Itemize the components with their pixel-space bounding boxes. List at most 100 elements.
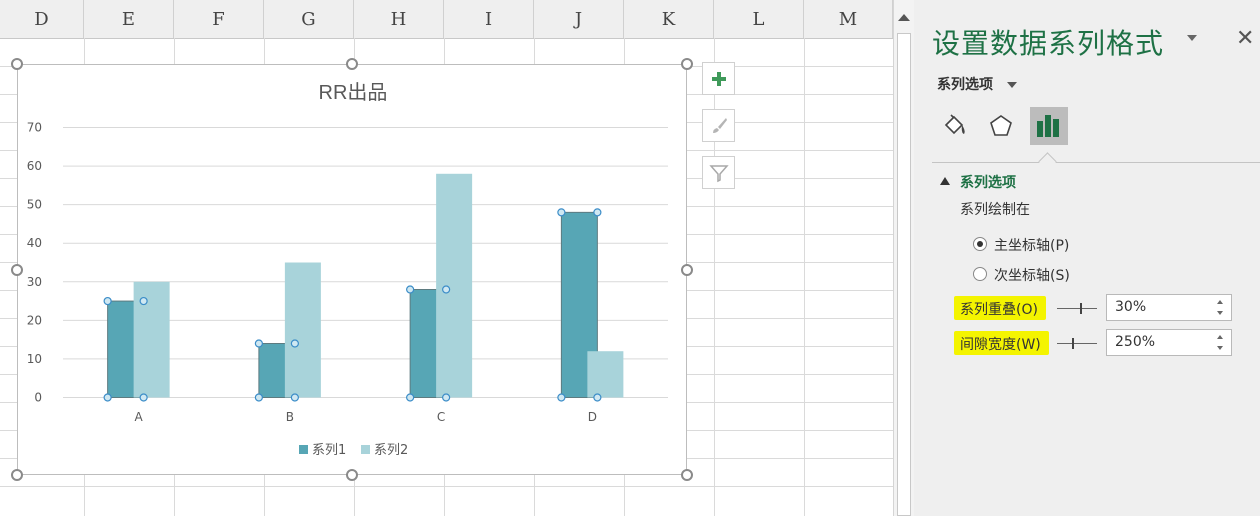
- chevron-down-icon[interactable]: [1007, 82, 1017, 88]
- spin-up-icon[interactable]: [1217, 335, 1223, 339]
- column-header-d[interactable]: D: [0, 0, 84, 38]
- chart-elements-button[interactable]: [702, 62, 735, 95]
- series-overlap-spinner[interactable]: 30%: [1106, 294, 1232, 321]
- primary-axis-label[interactable]: 主坐标轴(P): [994, 238, 1070, 254]
- y-tick-label: 60: [27, 159, 42, 173]
- gap-width-highlight: [954, 331, 1049, 355]
- tab-effects[interactable]: [982, 107, 1020, 145]
- series-overlap-slider[interactable]: [1057, 308, 1097, 309]
- y-tick-label: 40: [27, 236, 42, 250]
- resize-handle-top-left[interactable]: [11, 58, 23, 70]
- selection-point[interactable]: [442, 285, 451, 294]
- scroll-up-arrow-icon[interactable]: [898, 14, 910, 21]
- bar-2[interactable]: [284, 262, 321, 398]
- secondary-axis-radio[interactable]: [973, 267, 987, 281]
- column-header-m[interactable]: M: [804, 0, 893, 38]
- legend-entry[interactable]: 系列1: [312, 443, 346, 458]
- column-header-l[interactable]: L: [714, 0, 804, 38]
- y-tick-label: 50: [27, 198, 42, 212]
- active-tab-notch: [1038, 152, 1057, 171]
- legend-swatch: [361, 445, 370, 454]
- tab-fill-line[interactable]: [935, 107, 973, 145]
- bar-2[interactable]: [133, 281, 170, 398]
- filter-icon: [708, 164, 729, 182]
- primary-axis-radio[interactable]: [973, 237, 987, 251]
- effects-pentagon-icon: [990, 115, 1012, 136]
- gap-width-value[interactable]: 250%: [1115, 334, 1156, 350]
- resize-handle-left[interactable]: [11, 264, 23, 276]
- column-header-i[interactable]: I: [444, 0, 534, 38]
- resize-handle-bottom-left[interactable]: [11, 469, 23, 481]
- resize-handle-top[interactable]: [346, 58, 358, 70]
- chart-title[interactable]: RR出品: [319, 81, 388, 104]
- selection-point[interactable]: [593, 208, 602, 217]
- selection-point[interactable]: [442, 393, 451, 402]
- column-header-e[interactable]: E: [84, 0, 174, 38]
- selection-point[interactable]: [593, 393, 602, 402]
- vertical-scrollbar[interactable]: [893, 0, 914, 516]
- column-header-g[interactable]: G: [264, 0, 354, 38]
- selection-point[interactable]: [254, 339, 263, 348]
- x-tick-label: C: [437, 410, 445, 424]
- spin-down-icon[interactable]: [1217, 346, 1223, 350]
- spin-down-icon[interactable]: [1217, 311, 1223, 315]
- selection-point[interactable]: [290, 393, 299, 402]
- selection-point[interactable]: [254, 393, 263, 402]
- chart-styles-button[interactable]: [702, 109, 735, 142]
- chart-area[interactable]: RR出品 0 10 20 30 40 50 60 70 A B C D 系列1 系列2: [17, 64, 687, 475]
- series-overlap-value[interactable]: 30%: [1115, 299, 1147, 315]
- resize-handle-top-right[interactable]: [681, 58, 693, 70]
- bar-2[interactable]: [587, 351, 624, 398]
- spin-up-icon[interactable]: [1217, 300, 1223, 304]
- series-overlap-slider-knob[interactable]: [1080, 303, 1082, 314]
- selection-point[interactable]: [290, 339, 299, 348]
- gap-width-slider[interactable]: [1057, 343, 1097, 344]
- gap-width-label: 间隙宽度(W): [960, 337, 1041, 353]
- scrollbar-thumb[interactable]: [897, 33, 911, 516]
- selection-point[interactable]: [139, 296, 148, 306]
- pane-title: 设置数据系列格式: [932, 27, 1165, 60]
- column-header-k[interactable]: K: [624, 0, 714, 38]
- x-tick-label: D: [588, 410, 597, 424]
- column-header-h[interactable]: H: [354, 0, 444, 38]
- y-tick-label: 70: [27, 121, 42, 135]
- resize-handle-right[interactable]: [681, 264, 693, 276]
- grid-line: [0, 486, 893, 487]
- secondary-axis-label[interactable]: 次坐标轴(S): [994, 268, 1070, 284]
- series-overlap-label: 系列重叠(O): [960, 302, 1038, 318]
- column-header-bar: D E F G H I J K L M: [0, 0, 893, 39]
- legend-entry[interactable]: 系列2: [374, 443, 408, 458]
- chart-filters-button[interactable]: [702, 156, 735, 189]
- plus-icon: [711, 71, 726, 86]
- selection-point[interactable]: [139, 393, 148, 402]
- column-header-f[interactable]: F: [174, 0, 264, 38]
- close-icon[interactable]: ✕: [1236, 26, 1255, 51]
- pane-options-dropdown-icon[interactable]: [1187, 35, 1197, 41]
- bar-2[interactable]: [436, 173, 473, 398]
- plot-series-on-label: 系列绘制在: [960, 202, 1030, 218]
- tab-divider: [932, 162, 1260, 163]
- selection-point[interactable]: [557, 208, 566, 217]
- bar-chart[interactable]: RR出品 0 10 20 30 40 50 60 70 A B C D 系列1 系列2: [18, 65, 688, 476]
- selection-point[interactable]: [557, 393, 566, 402]
- column-header-j[interactable]: J: [534, 0, 624, 38]
- overlap-highlight: [954, 296, 1046, 320]
- format-data-series-pane: 设置数据系列格式 ✕ 系列选项 系列选项 系列绘制在 主坐标轴(P) 次坐标轴(…: [914, 0, 1260, 516]
- series-options-dropdown[interactable]: 系列选项: [937, 77, 993, 93]
- gap-width-spinner[interactable]: 250%: [1106, 329, 1232, 356]
- section-title-series-options[interactable]: 系列选项: [960, 175, 1016, 191]
- worksheet[interactable]: D E F G H I J K L M RR出品 0 10 20 30 40 50 60 70 A…: [0, 0, 893, 516]
- selection-point[interactable]: [103, 296, 112, 306]
- x-tick-label: A: [135, 410, 144, 424]
- selection-point[interactable]: [406, 393, 415, 402]
- grid-line: [804, 38, 805, 516]
- gap-width-slider-knob[interactable]: [1072, 338, 1074, 349]
- grid-line: [714, 38, 715, 516]
- resize-handle-bottom[interactable]: [346, 469, 358, 481]
- selection-point[interactable]: [103, 393, 112, 402]
- selection-point[interactable]: [406, 285, 415, 294]
- series-options-bars-icon: [1037, 115, 1059, 137]
- resize-handle-bottom-right[interactable]: [681, 469, 693, 481]
- collapse-triangle-icon[interactable]: [940, 177, 950, 185]
- tab-series-options[interactable]: [1030, 107, 1068, 145]
